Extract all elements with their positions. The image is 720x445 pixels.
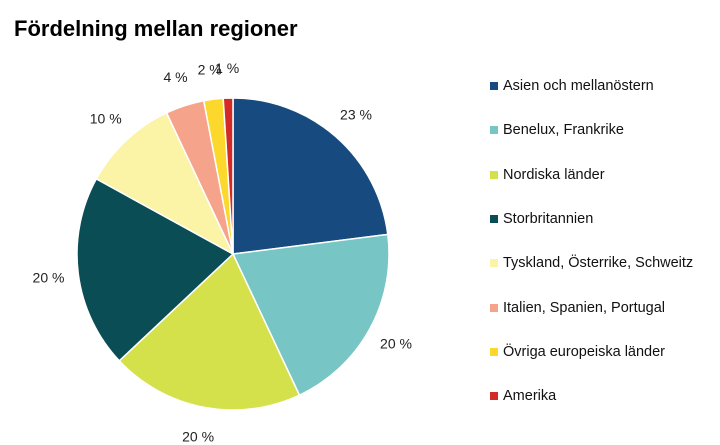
pie-slice xyxy=(118,252,301,411)
legend-swatch xyxy=(490,259,498,268)
pie-labels: 23 % 20 % 20 % 20 % 10 % 4 % 2 %1 % xyxy=(33,60,412,445)
legend-swatch xyxy=(490,392,498,401)
legend-item: Asien och mellanöstern xyxy=(490,64,716,108)
pie-slice xyxy=(222,97,234,255)
legend-item: Övriga europeiska länder xyxy=(490,330,716,374)
legend-item: Tyskland, Österrike, Schweitz xyxy=(490,241,716,285)
legend-label: Italien, Spanien, Portugal xyxy=(503,299,666,316)
slice-data-label: 20 % xyxy=(33,269,65,285)
legend-swatch xyxy=(490,82,498,91)
legend-label: Storbritannien xyxy=(503,211,594,228)
slice-data-label: 1 % xyxy=(215,60,239,76)
legend-item: Storbritannien xyxy=(490,197,716,241)
legend-swatch xyxy=(490,347,498,356)
pie-slice xyxy=(76,177,235,362)
legend-label: Övriga europeiska länder xyxy=(503,343,666,360)
legend-swatch xyxy=(490,303,498,312)
pie-slices xyxy=(76,97,390,411)
slice-data-label: 20 % xyxy=(380,336,412,352)
legend-item: Nordiska länder xyxy=(490,153,716,197)
pie-slice xyxy=(231,233,390,397)
legend-item: Italien, Spanien, Portugal xyxy=(490,285,716,329)
legend-label: Tyskland, Österrike, Schweitz xyxy=(503,255,694,272)
slice-data-label: 20 % xyxy=(182,429,214,445)
slice-data-label: 10 % xyxy=(90,110,122,126)
legend-swatch xyxy=(490,215,498,224)
legend-label: Asien och mellanöstern xyxy=(503,78,654,95)
pie-slice xyxy=(232,97,389,255)
legend-swatch xyxy=(490,170,498,179)
slice-data-label: 23 % xyxy=(340,107,372,123)
legend-item: Amerika xyxy=(490,374,716,418)
legend-label: Benelux, Frankrike xyxy=(503,122,624,139)
pie-slice xyxy=(95,111,235,256)
legend-swatch xyxy=(490,126,498,135)
legend-label: Amerika xyxy=(503,388,557,405)
legend-label: Nordiska länder xyxy=(503,166,605,183)
legend-item: Benelux, Frankrike xyxy=(490,108,716,152)
slice-data-label: 2 % xyxy=(198,62,222,78)
chart-title: Fördelning mellan regioner xyxy=(14,16,298,41)
slice-data-label: 4 % xyxy=(163,69,187,85)
legend: Asien och mellanöstern Benelux, Frankrike… xyxy=(490,64,716,418)
